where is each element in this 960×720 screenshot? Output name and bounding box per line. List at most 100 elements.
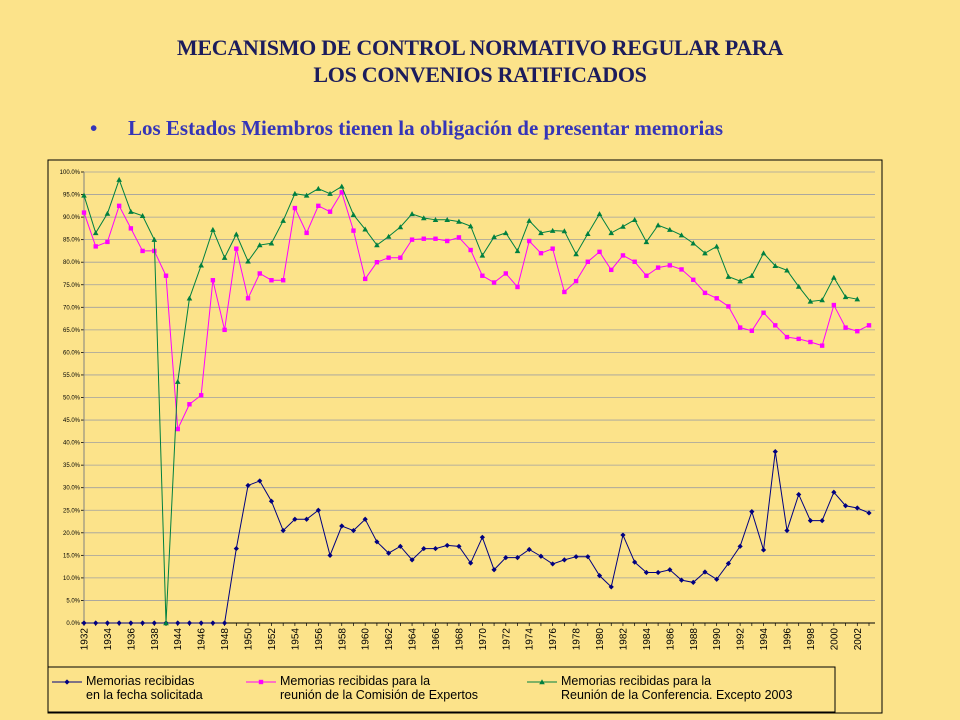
data-point xyxy=(679,267,684,272)
data-point xyxy=(573,554,579,560)
data-point xyxy=(315,507,321,513)
data-point xyxy=(233,545,239,552)
data-point xyxy=(221,620,228,626)
data-point xyxy=(866,323,872,328)
data-point xyxy=(526,217,533,223)
data-point xyxy=(819,297,825,303)
y-tick-label: 70.0% xyxy=(63,305,81,311)
data-point xyxy=(433,236,438,241)
data-point xyxy=(445,238,450,244)
data-point xyxy=(245,258,251,264)
data-point xyxy=(479,252,486,258)
data-point xyxy=(467,223,474,229)
data-point xyxy=(831,489,837,495)
data-point xyxy=(210,226,216,232)
data-point xyxy=(174,378,181,384)
data-point xyxy=(667,263,673,268)
data-point xyxy=(104,210,111,216)
y-tick-label: 45.0% xyxy=(63,418,81,424)
title: MECANISMO DE CONTROL NORMATIVO REGULAR P… xyxy=(176,35,784,87)
data-point xyxy=(561,228,568,234)
x-tick-label: 1946 xyxy=(197,628,208,651)
data-point xyxy=(491,280,497,285)
x-tick-label: 1968 xyxy=(454,628,465,651)
data-point xyxy=(280,527,286,534)
data-point xyxy=(808,339,813,345)
data-point xyxy=(725,273,732,279)
y-tick-label: 30.0% xyxy=(63,486,81,492)
data-point xyxy=(609,267,614,273)
data-point xyxy=(608,584,614,590)
y-tick-label: 65.0% xyxy=(63,328,81,334)
data-point xyxy=(432,545,439,552)
x-tick-label: 1938 xyxy=(150,628,161,651)
data-point xyxy=(280,278,286,283)
data-point xyxy=(573,278,579,284)
data-point xyxy=(362,516,368,522)
data-point xyxy=(140,248,145,254)
data-point xyxy=(280,217,286,223)
data-point xyxy=(210,278,216,283)
x-tick-label: 1994 xyxy=(759,628,770,651)
data-point xyxy=(386,255,391,260)
data-point xyxy=(655,265,661,270)
y-tick-label: 90.0% xyxy=(63,215,81,221)
data-point xyxy=(385,233,392,239)
data-point xyxy=(245,296,251,301)
y-tick-label: 0.0% xyxy=(66,621,80,627)
data-point xyxy=(256,242,263,248)
x-tick-label: 1950 xyxy=(244,628,255,651)
x-tick-label: 1932 xyxy=(80,628,91,651)
data-point xyxy=(491,567,497,573)
x-tick-label: 1992 xyxy=(736,628,747,651)
data-point xyxy=(620,223,626,229)
x-tick-label: 1936 xyxy=(126,628,137,651)
x-tick-label: 1958 xyxy=(337,628,348,651)
data-point xyxy=(93,244,98,249)
data-point xyxy=(561,557,567,563)
data-point xyxy=(350,527,357,534)
y-tick-label: 85.0% xyxy=(63,238,81,244)
data-point xyxy=(549,227,556,233)
legend-label: Memorias recibidas para la Reunión de la… xyxy=(561,674,793,702)
data-point xyxy=(409,237,415,242)
data-point xyxy=(257,271,262,276)
data-point xyxy=(292,516,298,522)
data-point xyxy=(514,248,521,254)
data-point xyxy=(303,192,310,198)
data-point xyxy=(479,534,485,540)
x-tick-label: 1996 xyxy=(782,628,793,651)
x-tick-label: 1976 xyxy=(548,628,559,651)
legend-label: Memorias recibidas para la reunión de la… xyxy=(280,674,479,702)
data-point xyxy=(268,240,275,246)
data-point xyxy=(350,212,357,218)
data-point xyxy=(128,208,134,214)
data-point xyxy=(468,560,474,566)
data-point xyxy=(128,226,134,231)
data-point xyxy=(151,620,157,626)
data-point xyxy=(420,215,427,221)
x-tick-label: 1998 xyxy=(806,628,817,651)
data-point xyxy=(327,190,333,196)
data-point xyxy=(737,543,743,549)
data-point xyxy=(327,209,333,214)
data-point xyxy=(632,259,637,264)
x-tick-label: 1984 xyxy=(642,628,653,651)
data-point xyxy=(339,190,344,195)
data-point xyxy=(468,247,473,253)
data-point xyxy=(163,273,169,278)
data-point xyxy=(515,284,520,290)
y-tick-label: 20.0% xyxy=(63,531,81,537)
x-tick-label: 1964 xyxy=(408,628,419,651)
data-point xyxy=(514,555,521,561)
x-tick-label: 1986 xyxy=(665,628,676,651)
data-point xyxy=(632,559,638,565)
data-point xyxy=(585,554,591,560)
data-point xyxy=(620,253,626,258)
data-point xyxy=(596,573,603,579)
data-point xyxy=(187,402,192,407)
y-tick-label: 10.0% xyxy=(63,576,81,582)
x-tick-label: 1980 xyxy=(595,628,606,651)
data-point xyxy=(257,478,263,484)
